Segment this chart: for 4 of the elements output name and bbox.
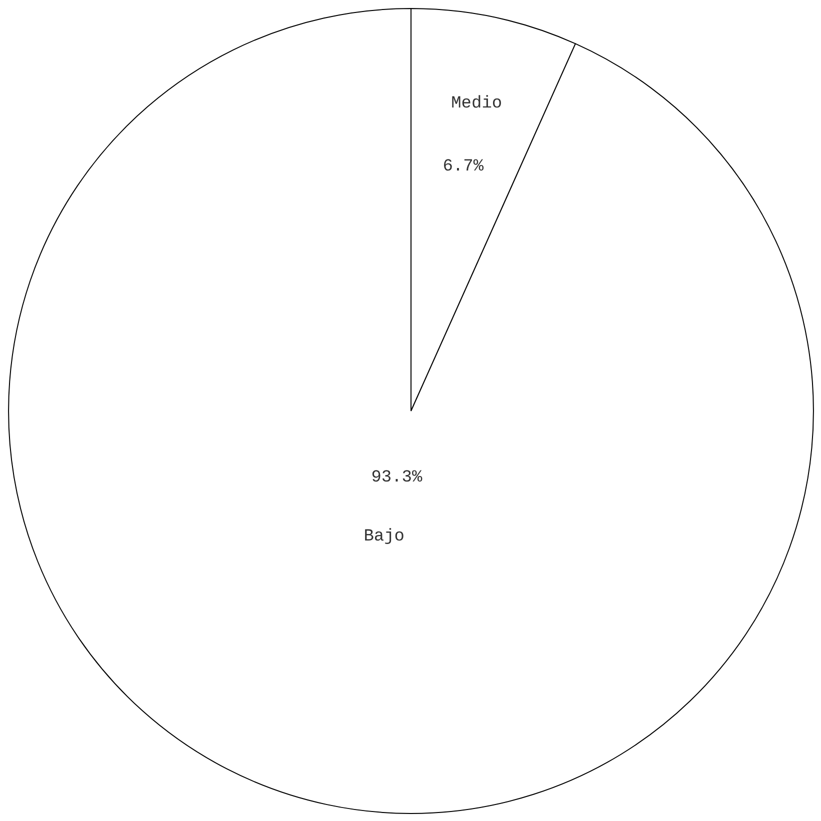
data-label: 93.3% [371, 468, 424, 488]
slice-label: Medio [451, 94, 502, 114]
data-label: 6.7% [442, 157, 484, 176]
slice-label: Bajo [364, 527, 404, 546]
